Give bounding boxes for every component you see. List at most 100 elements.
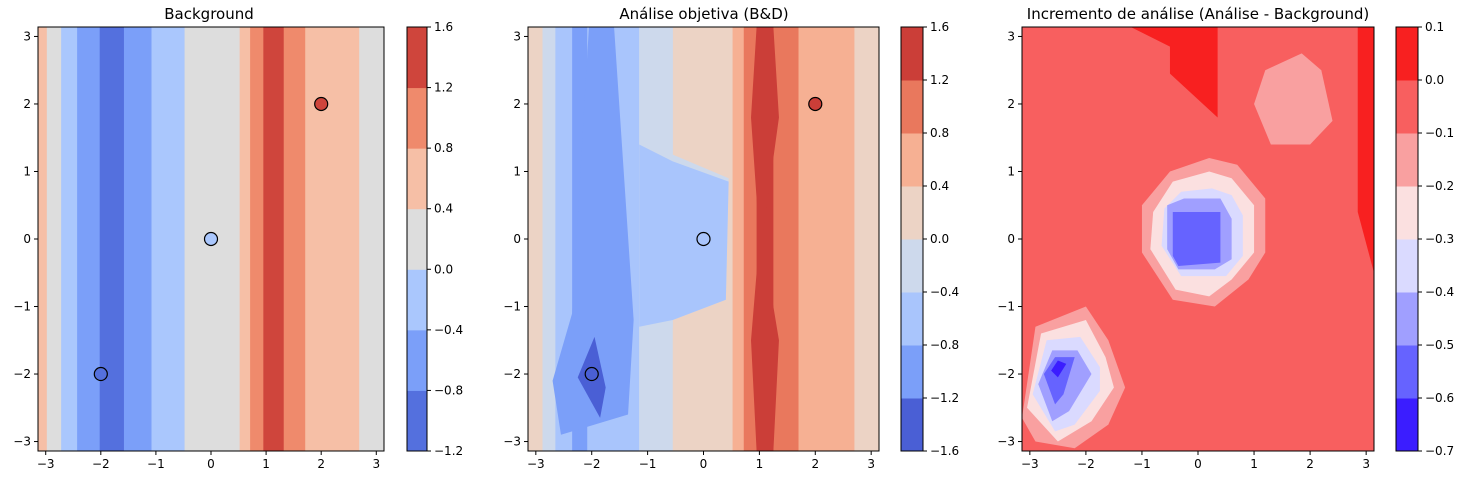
colorbar-swatch xyxy=(1396,239,1418,293)
contour-band xyxy=(542,27,556,451)
x-tick-label: 2 xyxy=(811,457,819,471)
y-tick-label: 3 xyxy=(23,29,31,43)
observation-point xyxy=(203,231,219,247)
colorbar-tick-label: 1.6 xyxy=(930,20,949,34)
colorbar-swatch xyxy=(901,345,923,399)
y-tick-label: −3 xyxy=(997,435,1015,449)
panel-3-plot-area xyxy=(1022,27,1374,451)
colorbar-tick-label: −0.2 xyxy=(1425,179,1454,193)
y-tick-label: −1 xyxy=(997,300,1015,314)
colorbar-swatch xyxy=(901,133,923,187)
panel-increment: Incremento de análise (Análise - Backgro… xyxy=(997,5,1454,471)
colorbar-tick-label: 0.0 xyxy=(434,262,453,276)
colorbar-tick-label: 0.8 xyxy=(434,141,453,155)
colorbar-tick-label: −0.1 xyxy=(1425,126,1454,140)
colorbar-swatch xyxy=(407,390,427,452)
y-tick-label: 2 xyxy=(1007,97,1015,111)
x-tick-label: 1 xyxy=(1250,457,1258,471)
colorbar-tick-label: 0.4 xyxy=(434,202,453,216)
x-tick-label: −1 xyxy=(1133,457,1151,471)
x-tick-label: −3 xyxy=(527,457,545,471)
colorbar-tick-label: −1.6 xyxy=(930,444,959,458)
y-tick-label: −2 xyxy=(503,367,521,381)
y-tick-label: −2 xyxy=(13,367,31,381)
y-tick-label: 0 xyxy=(513,232,521,246)
contour-band xyxy=(250,27,264,451)
colorbar-tick-label: −1.2 xyxy=(930,391,959,405)
panel-2-plot-area xyxy=(528,27,879,451)
contour-band xyxy=(1357,27,1374,273)
observation-point xyxy=(314,96,329,112)
contour-band xyxy=(99,27,125,451)
x-tick-label: −2 xyxy=(1077,457,1095,471)
contour-band xyxy=(38,27,48,451)
colorbar-swatch xyxy=(1396,80,1418,134)
x-tick-label: −3 xyxy=(1021,457,1039,471)
y-tick-label: 3 xyxy=(1007,29,1015,43)
x-tick-label: 3 xyxy=(372,457,380,471)
y-tick-label: −3 xyxy=(503,435,521,449)
colorbar-swatch xyxy=(1396,398,1418,452)
contour-band xyxy=(1254,53,1333,145)
x-tick-label: 1 xyxy=(262,457,270,471)
colorbar-tick-label: 0.1 xyxy=(1425,20,1444,34)
colorbar-tick-label: 1.2 xyxy=(434,81,453,95)
colorbar-tick-label: −0.8 xyxy=(434,383,463,397)
colorbar-tick-label: −0.3 xyxy=(1425,232,1454,246)
colorbar-tick-label: 1.2 xyxy=(930,73,949,87)
x-tick-label: 2 xyxy=(1306,457,1314,471)
colorbar-tick-label: 0.8 xyxy=(930,126,949,140)
contour-band xyxy=(305,27,360,451)
contour-band xyxy=(854,27,879,451)
contour-band xyxy=(263,27,285,451)
x-tick-label: 1 xyxy=(756,457,764,471)
x-tick-label: −1 xyxy=(147,457,165,471)
panel-2-title: Análise objetiva (B&D) xyxy=(619,5,788,23)
colorbar-swatch xyxy=(1396,133,1418,187)
contour-band xyxy=(639,144,729,327)
panel-1-colorbar: −1.2 −0.8 −0.4 0.0 0.4 0.8 1.2 1.6 xyxy=(406,20,463,458)
observation-point xyxy=(808,96,823,112)
colorbar-swatch xyxy=(407,269,427,331)
colorbar-swatch xyxy=(407,27,427,89)
colorbar-swatch xyxy=(1396,345,1418,399)
colorbar-tick-label: 0.4 xyxy=(930,179,949,193)
contour-band xyxy=(552,27,634,435)
x-tick-label: 3 xyxy=(1362,457,1370,471)
y-tick-label: −1 xyxy=(503,300,521,314)
panel-1-plot-area xyxy=(38,27,384,451)
colorbar-swatch xyxy=(901,292,923,346)
contour-band xyxy=(1130,27,1218,118)
contour-band xyxy=(239,27,251,451)
contour-band xyxy=(528,27,544,451)
panel-3-axes: −3 −2 −1 0 1 2 3 −3 −2 −1 0 1 2 3 xyxy=(997,26,1375,471)
panel-3-title: Incremento de análise (Análise - Backgro… xyxy=(1027,5,1369,23)
x-tick-label: −3 xyxy=(37,457,55,471)
colorbar-swatch xyxy=(1396,27,1418,81)
panel-background: Background −3 −2 −1 0 1 2 3 −3 −2 −1 0 1 2 3 −1.2 −0.8… xyxy=(13,5,463,471)
colorbar-swatch xyxy=(407,148,427,210)
y-tick-label: −1 xyxy=(13,300,31,314)
observation-point xyxy=(93,366,108,382)
colorbar-tick-label: −0.5 xyxy=(1425,338,1454,352)
y-tick-label: 3 xyxy=(513,29,521,43)
contour-band xyxy=(77,27,101,451)
x-tick-label: 2 xyxy=(317,457,325,471)
colorbar-swatch xyxy=(407,329,427,391)
y-tick-label: 1 xyxy=(513,164,521,178)
panel-1-title: Background xyxy=(164,5,254,23)
y-tick-label: −2 xyxy=(997,367,1015,381)
contour-band xyxy=(151,27,186,451)
contour-band xyxy=(751,27,779,451)
colorbar-swatch xyxy=(901,27,923,81)
y-tick-label: 0 xyxy=(1007,232,1015,246)
contour-band xyxy=(359,27,384,451)
contour-band xyxy=(1051,360,1067,378)
colorbar-swatch xyxy=(1396,292,1418,346)
colorbar-frame xyxy=(406,26,428,452)
observation-point xyxy=(584,366,599,382)
x-tick-label: 0 xyxy=(207,457,215,471)
x-tick-label: −1 xyxy=(639,457,657,471)
colorbar-swatch xyxy=(901,80,923,134)
x-tick-label: 0 xyxy=(700,457,708,471)
